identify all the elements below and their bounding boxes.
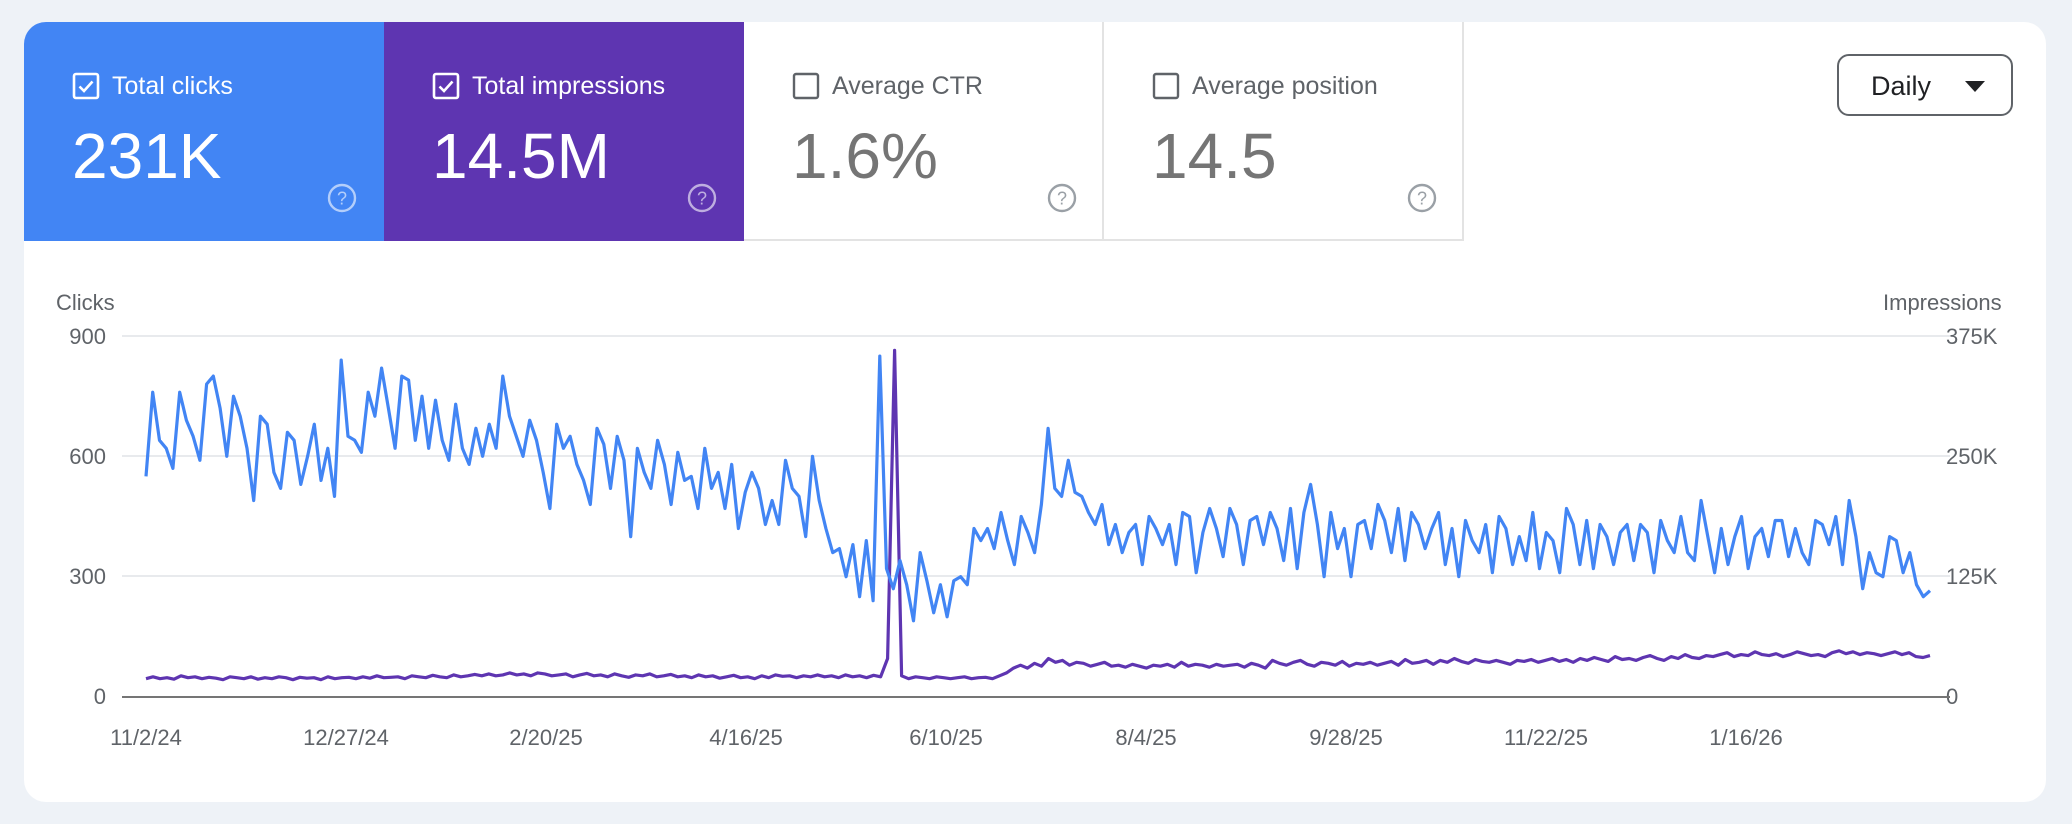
metric-tile-total-impressions[interactable]: Total impressions 14.5M ? bbox=[384, 22, 744, 241]
y-axis-right-title: Impressions bbox=[1883, 290, 2002, 315]
help-icon[interactable]: ? bbox=[1046, 182, 1078, 214]
svg-text:?: ? bbox=[1057, 189, 1067, 209]
metric-tile-total-clicks[interactable]: Total clicks 231K ? bbox=[24, 22, 384, 241]
svg-text:?: ? bbox=[1417, 189, 1427, 209]
metric-label: Average position bbox=[1192, 72, 1378, 100]
y-right-tick-0: 0 bbox=[1946, 684, 1959, 709]
help-icon[interactable]: ? bbox=[686, 182, 718, 214]
clicks-series-line bbox=[144, 354, 1932, 623]
checkbox-unchecked-icon[interactable] bbox=[1152, 72, 1180, 100]
caret-down-icon bbox=[1965, 81, 1985, 92]
metric-label: Total impressions bbox=[472, 72, 666, 100]
metric-tile-average-position[interactable]: Average position 14.5 ? bbox=[1104, 22, 1464, 241]
checkbox-checked-icon[interactable] bbox=[72, 72, 100, 100]
granularity-selected: Daily bbox=[1871, 71, 1932, 101]
metric-value: 14.5 bbox=[1152, 120, 1277, 192]
x-tick: 12/27/24 bbox=[303, 725, 389, 750]
x-tick: 8/4/25 bbox=[1115, 725, 1177, 750]
metric-tiles: Total clicks 231K ? Total impressions 14… bbox=[24, 22, 1464, 241]
metric-value: 1.6% bbox=[792, 120, 938, 192]
svg-text:?: ? bbox=[697, 189, 707, 209]
performance-chart[interactable] bbox=[24, 22, 2046, 802]
metric-label: Total clicks bbox=[112, 72, 233, 100]
checkbox-checked-icon[interactable] bbox=[432, 72, 460, 100]
x-tick: 11/2/24 bbox=[110, 725, 182, 750]
impressions-series-line bbox=[145, 348, 1931, 682]
svg-text:?: ? bbox=[337, 189, 347, 209]
y-right-tick-125k: 125K bbox=[1946, 564, 1998, 589]
y-left-tick-900: 900 bbox=[69, 324, 106, 349]
y-left-tick-0: 0 bbox=[93, 684, 106, 709]
metric-value: 14.5M bbox=[432, 120, 610, 192]
x-tick: 11/22/25 bbox=[1503, 725, 1588, 750]
help-icon[interactable]: ? bbox=[326, 182, 358, 214]
y-right-tick-375k: 375K bbox=[1946, 324, 1998, 349]
x-tick: 2/20/25 bbox=[509, 725, 583, 750]
y-right-tick-250k: 250K bbox=[1946, 444, 1998, 469]
metric-value: 231K bbox=[72, 120, 222, 192]
help-icon[interactable]: ? bbox=[1406, 182, 1438, 214]
y-left-tick-600: 600 bbox=[69, 444, 106, 469]
metric-label: Average CTR bbox=[832, 72, 983, 100]
performance-card: Total clicks 231K ? Total impressions 14… bbox=[24, 22, 2046, 802]
granularity-dropdown[interactable]: Daily bbox=[1837, 54, 2013, 116]
x-tick: 4/16/25 bbox=[709, 725, 783, 750]
x-tick: 1/16/26 bbox=[1709, 725, 1783, 750]
y-axis-left-title: Clicks bbox=[56, 290, 115, 315]
x-tick: 6/10/25 bbox=[909, 725, 983, 750]
x-tick: 9/28/25 bbox=[1309, 725, 1383, 750]
metric-tile-average-ctr[interactable]: Average CTR 1.6% ? bbox=[744, 22, 1104, 241]
y-left-tick-300: 300 bbox=[69, 564, 106, 589]
checkbox-unchecked-icon[interactable] bbox=[792, 72, 820, 100]
grid-lines bbox=[122, 335, 1950, 698]
